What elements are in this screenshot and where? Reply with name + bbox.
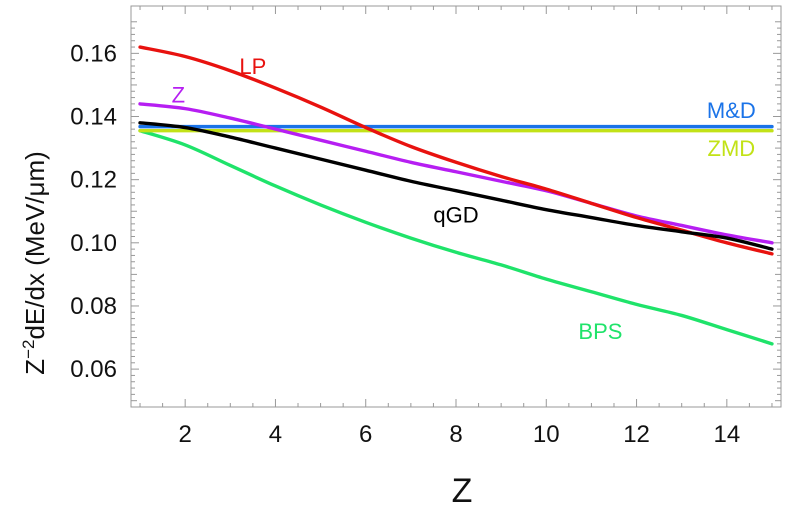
x-tick-label: 14	[713, 421, 740, 448]
y-tick-label: 0.06	[70, 356, 117, 383]
x-axis: 2 4 6 8 10 12 14	[139, 6, 773, 448]
y-axis: 0.06 0.08 0.10 0.12 0.14 0.16	[70, 21, 781, 402]
x-axis-title: Z	[452, 472, 473, 510]
x-tick-label: 8	[449, 421, 462, 448]
y-tick-label: 0.14	[70, 104, 117, 131]
y-axis-title: Z−2dE/dx (MeV/μm)	[19, 151, 50, 375]
y-tick-label: 0.10	[70, 230, 117, 257]
x-tick-label: 2	[178, 421, 191, 448]
x-tick-label: 4	[269, 421, 282, 448]
series-label-m-d: M&D	[707, 98, 756, 123]
series-lines	[138, 45, 774, 346]
series-label-zmd: ZMD	[708, 136, 756, 161]
y-tick-label: 0.12	[70, 167, 117, 194]
series-label-qgd: qGD	[433, 202, 478, 227]
series-label-bps: BPS	[578, 319, 622, 344]
series-label-z: Z	[172, 82, 185, 107]
y-axis-title-rest: dE/dx (MeV/μm)	[20, 151, 50, 339]
series-line-z	[138, 102, 774, 245]
x-tick-label: 6	[359, 421, 372, 448]
x-tick-label: 12	[623, 421, 650, 448]
series-line-qgd	[138, 121, 774, 251]
series-line-lp	[138, 45, 774, 256]
series-labels: LP Z M&D ZMD qGD BPS	[172, 54, 756, 344]
y-tick-label: 0.16	[70, 40, 117, 67]
series-line-bps	[138, 129, 774, 346]
y-axis-title-sup: −2	[19, 340, 38, 359]
x-tick-label: 10	[533, 421, 560, 448]
series-label-lp: LP	[239, 54, 266, 79]
y-axis-title-main: Z	[20, 359, 50, 375]
y-tick-label: 0.08	[70, 293, 117, 320]
